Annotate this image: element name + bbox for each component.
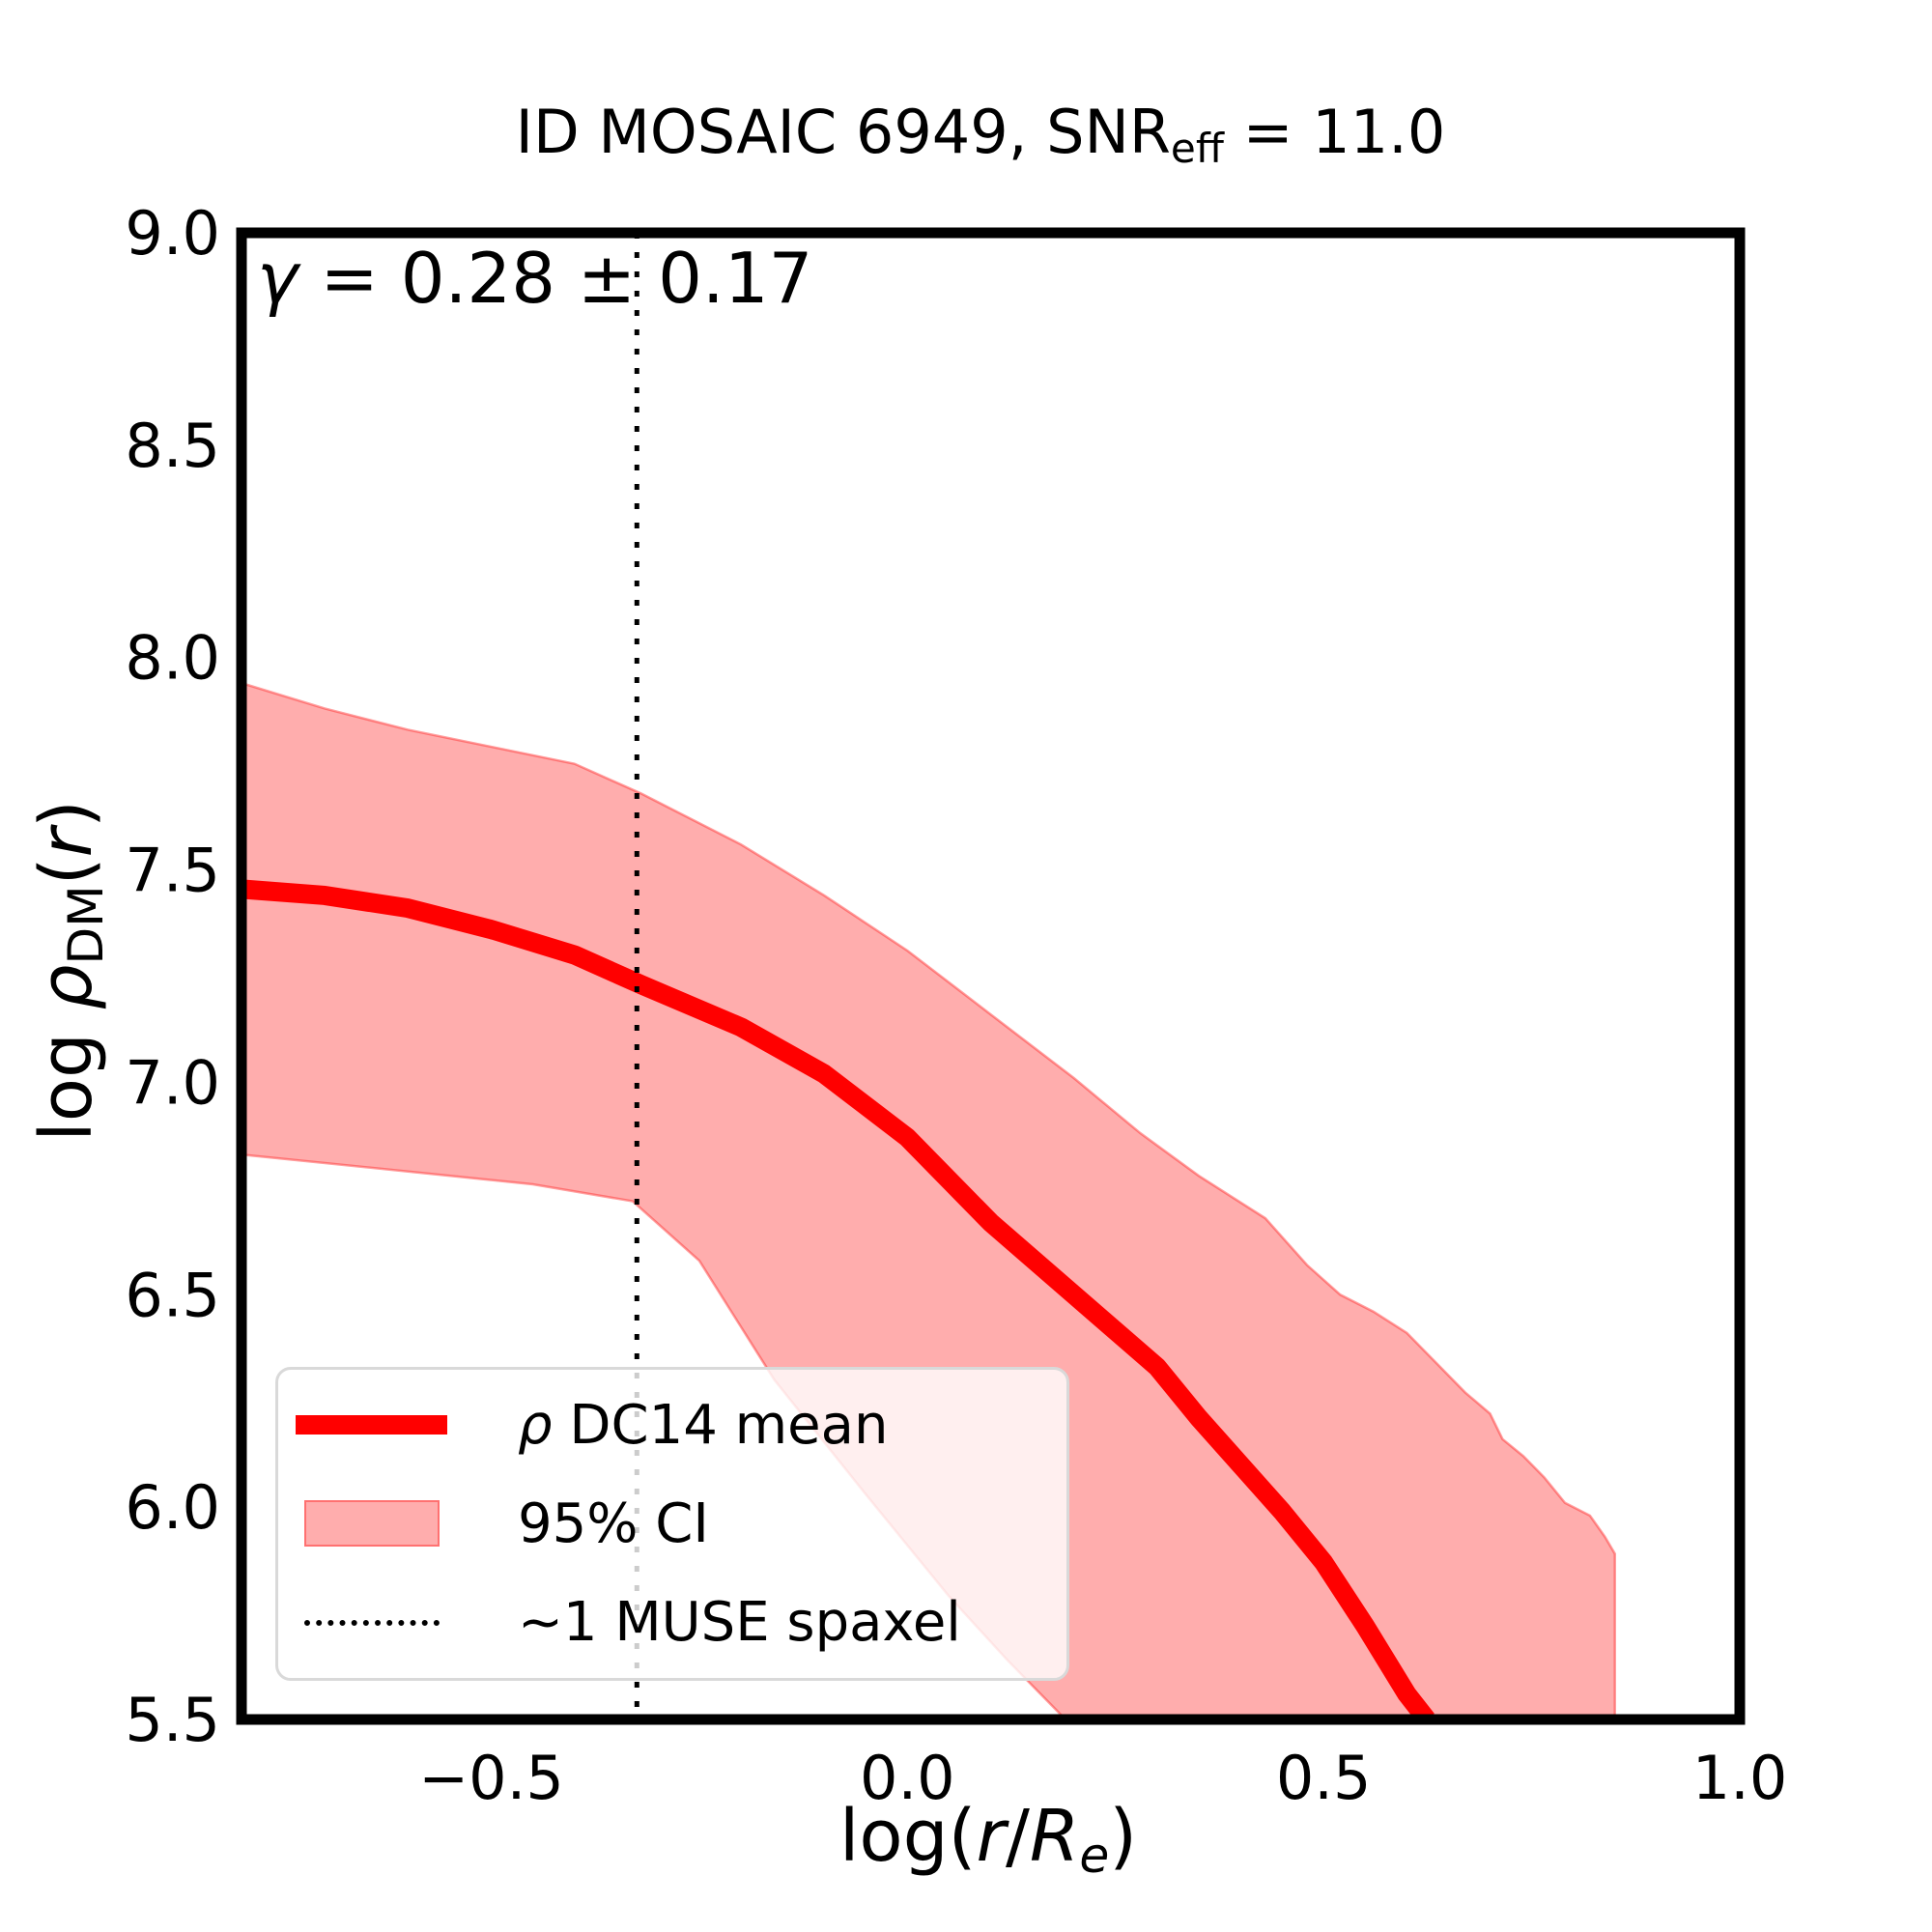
x-tick-label: 1.0 (1692, 1743, 1788, 1813)
legend-item-ci: 95% CI (296, 1475, 1066, 1572)
legend-swatch-mean-line (296, 1415, 447, 1435)
title-value: = 11.0 (1223, 97, 1446, 167)
legend-swatch-ci-band (304, 1500, 440, 1548)
y-tick-label: 6.0 (125, 1472, 220, 1543)
y-axis-label: log ρDM(r) (24, 800, 115, 1142)
title-text: ID MOSAIC 6949, SNR (515, 97, 1171, 167)
plot-title: ID MOSAIC 6949, SNReff = 11.0 (516, 97, 1446, 172)
x-tick-label: −0.5 (418, 1743, 564, 1813)
y-tick-label: 6.5 (125, 1260, 220, 1330)
gamma-annotation: γ = 0.28 ± 0.17 (257, 238, 812, 319)
title-subscript: eff (1170, 125, 1224, 173)
legend-item-spaxel: ~1 MUSE spaxel (296, 1575, 1066, 1671)
x-axis-label: log(r/Re) (838, 1795, 1138, 1885)
y-tick-label: 5.5 (125, 1685, 220, 1755)
legend-swatch-spaxel-dotted-line (304, 1619, 440, 1626)
y-tick-label: 9.0 (125, 198, 220, 269)
legend-label-spaxel: ~1 MUSE spaxel (518, 1591, 961, 1655)
legend-label-mean: ρ DC14 mean (518, 1393, 889, 1457)
y-tick-label: 8.5 (125, 411, 220, 481)
legend-item-mean: ρ DC14 mean (296, 1377, 1066, 1473)
legend-label-ci: 95% CI (518, 1492, 709, 1555)
legend: ρ DC14 mean 95% CI ~1 MUSE spaxel (275, 1367, 1069, 1681)
y-tick-label: 8.0 (125, 623, 220, 694)
x-tick-label: 0.0 (860, 1743, 955, 1813)
axes-border (236, 227, 1746, 1725)
y-tick-label: 7.5 (125, 836, 220, 906)
x-tick-label: 0.5 (1276, 1743, 1372, 1813)
mean-density-line (242, 879, 1435, 1719)
y-tick-label: 7.0 (125, 1047, 220, 1118)
gamma-symbol: γ (257, 238, 298, 319)
gamma-value: = 0.28 ± 0.17 (298, 238, 813, 319)
